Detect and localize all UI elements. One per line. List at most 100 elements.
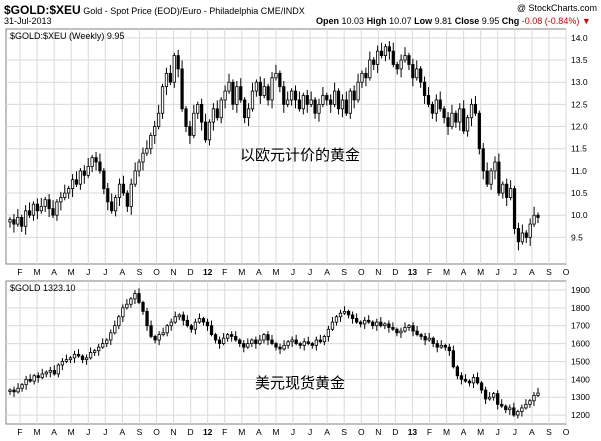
candle-body [24,378,28,386]
x-tick-label: O [563,427,570,437]
candle-body [403,55,407,61]
candle-body [227,81,231,92]
candle-body [383,323,387,327]
candle-body [133,170,137,185]
quote-bar: Open 10.03 High 10.07 Low 9.81 Close 9.9… [316,16,591,26]
x-tick-label: M [34,267,41,277]
x-tick-label: N [170,267,176,277]
x-tick-label: F [222,427,227,437]
y-tick-label: 1500 [571,356,590,366]
candle-body [266,86,270,101]
y-tick-label: 10.0 [571,210,588,220]
candle-body [68,357,73,361]
candle-body [294,339,298,344]
chart-date: 31-Jul-2013 [4,16,52,26]
candle-body [371,321,375,327]
candle-body [501,183,505,194]
candle-body [94,157,98,163]
candle-body [451,350,456,368]
candle-body [141,302,145,312]
candle-body [450,112,454,127]
candle-body [274,72,278,79]
candle-body [419,68,423,83]
x-tick-label: M [238,267,245,277]
candle-body [221,337,226,344]
x-tick-label: J [291,267,295,277]
candle-body [278,346,282,350]
candle-body [193,321,198,330]
candle-body [446,117,450,127]
candle-body [334,316,339,323]
candle-body [188,126,192,136]
candle-body [35,203,39,212]
candle-body [70,179,75,190]
x-tick-label: J [496,427,500,437]
x-tick-label: A [120,267,126,277]
candle-body [145,310,149,327]
candle-body [532,214,536,225]
candle-body [359,321,363,325]
candle-body [239,86,243,101]
candle-body [82,170,86,176]
candle-body [78,170,83,185]
candle-body [520,407,524,412]
candle-body [500,403,504,407]
candle-body [215,108,219,119]
close-value: 9.95 [481,16,500,26]
candle-body [439,344,443,348]
candle-body [51,208,55,216]
symbol: $GOLD:$XEU [4,3,81,17]
x-tick-label: 12 [203,427,213,437]
candle-body [306,341,310,344]
candle-body [411,325,415,332]
candle-body [56,364,61,375]
candle-body [258,81,262,96]
y-tick-label: 12.0 [571,122,588,132]
candle-body [223,90,227,101]
candle-body [422,81,427,96]
candle-body [305,95,309,105]
x-tick-label: D [392,427,398,437]
y-tick-label: 13.5 [571,55,588,65]
candle-body [426,95,431,105]
candle-body [322,336,327,343]
candle-body [471,377,476,384]
x-tick-label: J [513,427,517,437]
x-tick-label: M [443,267,450,277]
candle-body [363,319,367,325]
candle-body [74,179,79,185]
candle-body [20,217,24,227]
candle-body [415,68,419,79]
candle-body [489,170,493,185]
y-tick-label: 1300 [571,392,590,402]
x-tick-label: J [86,427,90,437]
low-value: 9.81 [434,16,453,26]
candle-body [354,318,359,323]
candle-body [129,298,133,305]
candle-body [524,232,528,238]
x-tick-label: A [529,267,535,277]
candle-body [209,325,214,336]
candle-body [180,68,184,110]
candle-body [242,343,246,348]
candle-body [302,341,306,346]
candle-body [72,353,77,359]
low-label: Low [414,16,433,26]
candle-body [262,334,266,341]
candle-body [117,183,122,198]
candle-body [473,103,478,114]
candle-body [367,319,371,323]
candle-body [375,321,379,327]
candle-body [336,90,341,110]
x-tick-label: F [17,267,22,277]
candle-body [225,334,230,339]
x-tick-label: D [188,267,194,277]
candle-body [246,108,251,119]
panel-annotation: 以欧元计价的黄金 [240,146,360,164]
x-tick-label: A [461,427,467,437]
candle-body [234,336,238,341]
candle-body [352,90,356,101]
candle-body [205,321,210,327]
candle-body [250,339,254,344]
x-tick-label: A [51,427,57,437]
